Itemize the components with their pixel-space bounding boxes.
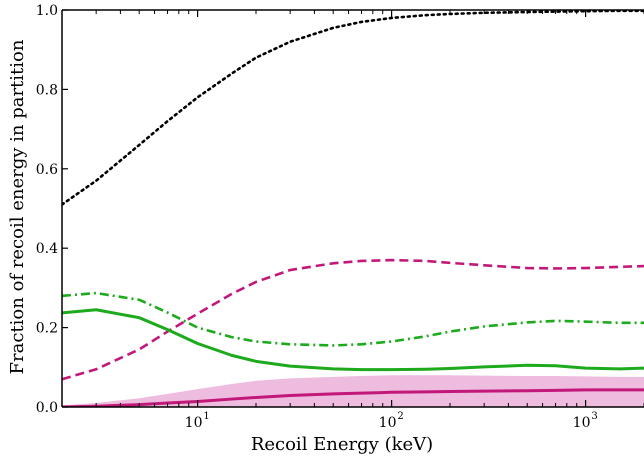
y-tick-label: 0.0: [36, 400, 58, 416]
y-tick-label: 0.2: [36, 321, 58, 337]
series-3-line: [62, 308, 644, 372]
y-tick-label: 1.0: [36, 3, 58, 19]
series-4-band: [62, 375, 644, 407]
x-axis-label: Recoil Energy (keV): [251, 434, 433, 455]
y-tick-label: 0.8: [36, 82, 58, 98]
x-tick-label: 10: [573, 415, 591, 431]
series-2-line: [62, 291, 644, 347]
y-tick-label: 0.4: [36, 241, 58, 257]
x-tick-label-exponent: 1: [203, 411, 209, 422]
x-tick-label-exponent: 3: [591, 411, 597, 422]
x-tick-label-exponent: 2: [397, 411, 403, 422]
series-0-line: [62, 10, 644, 206]
x-tick-label: 10: [185, 415, 203, 431]
y-tick-label: 0.6: [36, 162, 58, 178]
axes: 0.00.20.40.60.81.010 1 10 2 10 3: [36, 3, 644, 431]
y-axis-label: Fraction of recoil energy in partition: [7, 39, 28, 374]
plot-area: [62, 10, 644, 407]
series-1-line: [62, 258, 644, 381]
x-tick-label: 10: [379, 415, 397, 431]
